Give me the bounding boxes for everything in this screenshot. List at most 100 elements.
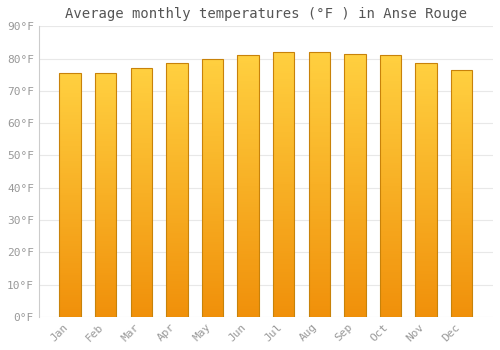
Bar (380, 238, 401, 241)
Bar (238, 204, 259, 207)
Bar (380, 202, 401, 204)
Bar (380, 246, 401, 249)
Bar (95, 251, 116, 253)
Bar (273, 139, 294, 142)
Bar (202, 193, 223, 195)
Bar (344, 54, 366, 317)
Bar (130, 237, 152, 240)
Bar (166, 256, 188, 259)
Bar (130, 153, 152, 155)
Bar (380, 220, 401, 223)
Bar (451, 139, 472, 141)
Bar (380, 55, 401, 58)
Bar (60, 161, 81, 163)
Bar (344, 214, 366, 217)
Bar (60, 76, 81, 78)
Bar (95, 129, 116, 132)
Bar (416, 261, 437, 264)
Bar (238, 82, 259, 84)
Bar (130, 197, 152, 200)
Bar (273, 81, 294, 84)
Bar (166, 142, 188, 145)
Bar (273, 290, 294, 293)
Bar (238, 173, 259, 176)
Bar (202, 100, 223, 103)
Bar (451, 97, 472, 99)
Bar (60, 80, 81, 83)
Bar (344, 280, 366, 282)
Bar (60, 202, 81, 205)
Bar (95, 248, 116, 251)
Bar (380, 299, 401, 301)
Bar (308, 269, 330, 272)
Bar (95, 285, 116, 288)
Bar (416, 213, 437, 216)
Bar (238, 58, 259, 61)
Bar (166, 109, 188, 112)
Bar (238, 134, 259, 136)
Bar (95, 151, 116, 154)
Bar (308, 129, 330, 132)
Bar (273, 132, 294, 134)
Bar (416, 223, 437, 226)
Bar (273, 243, 294, 245)
Bar (273, 293, 294, 296)
Bar (416, 284, 437, 286)
Bar (344, 309, 366, 312)
Bar (166, 160, 188, 162)
Bar (380, 241, 401, 244)
Bar (130, 135, 152, 138)
Bar (95, 149, 116, 151)
Bar (95, 185, 116, 188)
Bar (380, 293, 401, 296)
Bar (273, 129, 294, 132)
Bar (451, 203, 472, 206)
Bar (308, 110, 330, 113)
Bar (202, 255, 223, 257)
Bar (60, 170, 81, 173)
Bar (130, 282, 152, 285)
Bar (60, 193, 81, 195)
Bar (380, 275, 401, 278)
Bar (344, 135, 366, 138)
Bar (273, 76, 294, 78)
Bar (416, 63, 437, 66)
Bar (166, 200, 188, 203)
Bar (238, 84, 259, 87)
Bar (416, 233, 437, 236)
Bar (273, 222, 294, 224)
Bar (380, 217, 401, 220)
Bar (273, 206, 294, 208)
Bar (451, 196, 472, 198)
Bar (380, 283, 401, 286)
Bar (380, 55, 401, 317)
Bar (166, 190, 188, 192)
Bar (238, 202, 259, 204)
Bar (308, 171, 330, 174)
Bar (238, 286, 259, 288)
Bar (416, 279, 437, 281)
Bar (95, 241, 116, 244)
Bar (416, 292, 437, 294)
Bar (308, 290, 330, 293)
Bar (416, 114, 437, 117)
Bar (202, 175, 223, 177)
Bar (60, 166, 81, 168)
Bar (60, 205, 81, 207)
Bar (308, 158, 330, 161)
Bar (166, 112, 188, 114)
Bar (344, 225, 366, 228)
Bar (273, 108, 294, 110)
Bar (451, 270, 472, 272)
Bar (130, 168, 152, 170)
Bar (416, 132, 437, 134)
Bar (344, 235, 366, 238)
Bar (166, 231, 188, 233)
Bar (202, 262, 223, 265)
Bar (380, 225, 401, 228)
Bar (451, 233, 472, 235)
Bar (451, 85, 472, 87)
Bar (95, 268, 116, 271)
Bar (308, 100, 330, 103)
Bar (166, 289, 188, 292)
